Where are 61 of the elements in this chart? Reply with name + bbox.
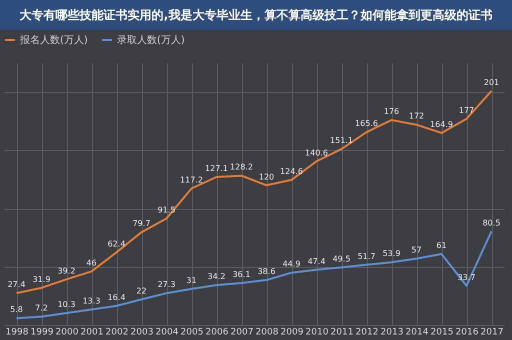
x-tick-label: 1999 bbox=[30, 328, 54, 338]
data-label: 164.9 bbox=[430, 120, 453, 129]
data-label: 62.4 bbox=[108, 239, 126, 248]
data-label: 5.8 bbox=[10, 305, 23, 314]
data-label: 172 bbox=[408, 112, 424, 121]
data-label: 10.3 bbox=[58, 300, 76, 310]
data-label: 44.9 bbox=[282, 260, 300, 269]
chart-title: 大专有哪些技能证书实用的,我是大专毕业生，算不算高级技工？如何能拿到更高级的证书 bbox=[0, 0, 512, 30]
data-label: 46 bbox=[86, 258, 97, 268]
x-tick-label: 2004 bbox=[156, 328, 179, 338]
x-tick-label: 1998 bbox=[6, 328, 29, 338]
data-label: 61 bbox=[436, 240, 447, 250]
data-label: 124.6 bbox=[280, 166, 303, 176]
data-label: 31 bbox=[186, 276, 197, 285]
data-label: 39.2 bbox=[58, 266, 76, 276]
x-tick-label: 2013 bbox=[380, 328, 404, 338]
data-label: 201 bbox=[484, 78, 500, 87]
x-tick-label: 2011 bbox=[330, 328, 354, 338]
data-label: 27.4 bbox=[8, 280, 26, 290]
legend-label: 报名人数(万人) bbox=[19, 34, 88, 46]
x-tick-label: 2012 bbox=[356, 328, 378, 338]
data-label: 176 bbox=[384, 107, 400, 116]
data-label: 51.7 bbox=[358, 252, 376, 261]
x-tick-label: 2000 bbox=[56, 328, 79, 338]
data-label: 38.6 bbox=[258, 267, 276, 276]
data-label: 36.1 bbox=[232, 270, 250, 279]
data-label: 49.5 bbox=[332, 254, 350, 264]
data-label: 165.6 bbox=[355, 119, 378, 128]
data-label: 31.9 bbox=[32, 274, 50, 284]
x-tick-label: 2017 bbox=[480, 328, 504, 338]
data-label: 47.4 bbox=[308, 256, 326, 266]
x-tick-label: 2007 bbox=[230, 328, 254, 338]
data-label: 80.5 bbox=[482, 218, 500, 228]
x-tick-label: 2014 bbox=[406, 328, 429, 338]
x-tick-label: 2009 bbox=[280, 328, 304, 338]
x-tick-label: 2008 bbox=[256, 328, 279, 338]
data-label: 57 bbox=[411, 246, 422, 255]
x-tick-label: 2010 bbox=[306, 328, 329, 338]
data-label: 117.2 bbox=[180, 176, 203, 185]
legend-label: 录取人数(万人) bbox=[117, 35, 185, 46]
data-label: 27.3 bbox=[158, 280, 176, 290]
data-label: 22 bbox=[136, 286, 147, 296]
data-label: 151.1 bbox=[330, 136, 353, 146]
x-tick-label: 2003 bbox=[130, 328, 154, 338]
data-label: 177 bbox=[458, 106, 474, 115]
data-label: 16.4 bbox=[108, 292, 126, 302]
data-label: 120 bbox=[258, 172, 274, 182]
x-tick-label: 2005 bbox=[180, 328, 204, 338]
x-tick-label: 2006 bbox=[206, 328, 229, 338]
x-tick-label: 2001 bbox=[80, 328, 104, 338]
data-label: 127.1 bbox=[205, 164, 228, 173]
x-tick-label: 2015 bbox=[430, 328, 454, 338]
data-label: 53.9 bbox=[382, 249, 400, 258]
data-label: 13.3 bbox=[82, 296, 100, 306]
data-label: 128.2 bbox=[230, 162, 253, 172]
data-label: 7.2 bbox=[35, 304, 48, 313]
x-tick-label: 2016 bbox=[456, 328, 479, 338]
data-label: 79.7 bbox=[132, 219, 150, 228]
data-label: 34.2 bbox=[208, 272, 226, 282]
data-label: 140.6 bbox=[305, 148, 328, 158]
x-tick-label: 2002 bbox=[106, 328, 128, 338]
